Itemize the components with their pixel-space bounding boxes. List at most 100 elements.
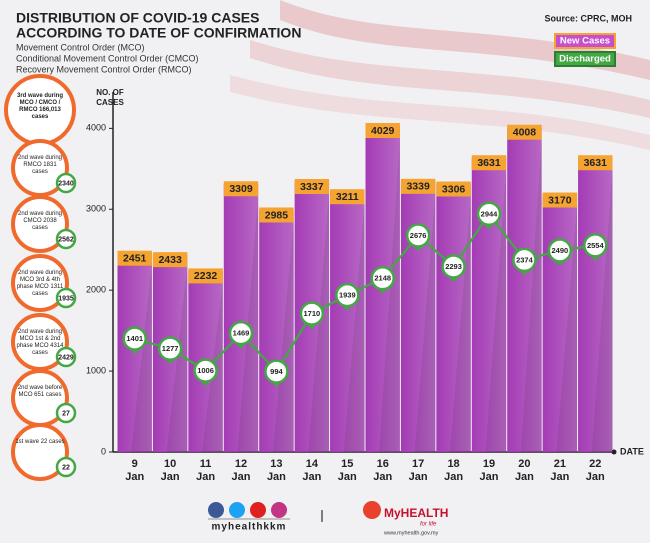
- value-label-box: [117, 250, 152, 266]
- bar: [507, 127, 542, 452]
- marker: [441, 254, 466, 279]
- facebook-icon[interactable]: [208, 502, 224, 518]
- value-label: 2451: [123, 252, 147, 264]
- value-label: 2433: [158, 254, 182, 266]
- legend-label: Discharged: [559, 54, 611, 65]
- wave-bubble: [11, 195, 69, 253]
- social-handle: myhealthkkm: [212, 522, 287, 533]
- bar-shadow: [556, 205, 578, 452]
- value-label: 2944: [481, 209, 499, 218]
- source: Source: CPRC, MOH: [544, 13, 632, 23]
- marker: [335, 282, 360, 308]
- y-tick-label: 3000: [86, 204, 106, 214]
- bar: [578, 158, 613, 452]
- wave-text: 2nd wave during RMCO 1831 cases: [17, 155, 63, 175]
- bar-shadow: [414, 191, 436, 452]
- x-tick-label: 16 Jan: [373, 458, 393, 483]
- twitter-icon[interactable]: [229, 502, 245, 518]
- logo-mark: [363, 501, 381, 519]
- annotation: Conditional Movement Control Order (CMCO…: [16, 53, 199, 63]
- youtube-icon[interactable]: [250, 502, 266, 518]
- bar: [223, 184, 259, 452]
- instagram-icon[interactable]: [271, 502, 287, 518]
- discharged-bubble: [55, 456, 77, 478]
- bar-shadow: [485, 168, 507, 452]
- x-tick-label: 21 Jan: [550, 458, 570, 483]
- marker: [512, 247, 537, 273]
- x-tick-label: 15 Jan: [337, 458, 357, 483]
- value-label: 1006: [197, 366, 214, 375]
- x-tick-label: 19 Jan: [479, 458, 499, 483]
- value-label: 2490: [552, 246, 569, 255]
- bar-shadow: [202, 281, 223, 452]
- value-label: 994: [270, 367, 283, 376]
- value-label: 4029: [371, 125, 395, 137]
- discharged-value: 27: [62, 410, 70, 417]
- bar-shadow: [343, 202, 365, 452]
- value-label-box: [294, 179, 330, 195]
- value-label: 2985: [265, 209, 289, 221]
- value-label-box: [188, 268, 223, 284]
- x-tick-label: 20 Jan: [514, 458, 534, 483]
- axis-end: [611, 449, 617, 455]
- value-label: 3339: [406, 181, 430, 193]
- bar-shadow: [379, 136, 400, 452]
- marker: [299, 301, 325, 326]
- wave-bubble: [11, 423, 69, 481]
- wave-text: 2nd wave before MCO 651 cases: [17, 385, 63, 398]
- value-label: 1939: [339, 291, 356, 300]
- y-tick-label: 1000: [86, 365, 106, 375]
- discharged-value: 1935: [58, 295, 74, 302]
- bar-shadow: [272, 220, 294, 452]
- logo-url: www.myhealth.gov.my: [383, 530, 439, 536]
- value-label: 2374: [516, 255, 534, 264]
- discharged-bubble: [55, 172, 77, 194]
- value-label: 2148: [374, 274, 391, 283]
- value-label: 3631: [584, 157, 608, 169]
- value-label-box: [507, 124, 542, 140]
- value-label: 3211: [336, 191, 359, 203]
- y-axis-title: NO. OF CASES: [96, 88, 124, 107]
- y-tick-label: 0: [101, 446, 106, 456]
- value-label-box: [471, 155, 507, 171]
- x-tick-label: 14 Jan: [302, 458, 322, 483]
- wave-text: 2nd wave during MCO 3rd & 4th phase MCO …: [16, 270, 64, 297]
- flag-stripe: [230, 75, 650, 150]
- value-label: 2554: [587, 241, 605, 250]
- bar-shadow: [131, 263, 152, 452]
- bar: [542, 195, 578, 452]
- value-label: 2232: [194, 270, 218, 282]
- value-label-box: [152, 252, 188, 268]
- marker: [122, 326, 147, 351]
- value-label-box: [330, 189, 365, 205]
- discharged-bubble: [55, 287, 77, 309]
- annotation: Movement Control Order (MCO): [16, 42, 145, 52]
- marker: [228, 320, 254, 346]
- value-label-box: [223, 181, 259, 197]
- x-tick-label: 13 Jan: [266, 458, 286, 483]
- wave-text: 1st wave 22 cases: [15, 439, 65, 445]
- value-label: 3337: [300, 181, 324, 193]
- bar: [330, 192, 365, 452]
- marker: [476, 201, 502, 227]
- bar-shadow: [450, 194, 471, 453]
- value-label: 4008: [513, 126, 537, 138]
- marker: [157, 336, 183, 361]
- x-tick-label: 9 Jan: [125, 458, 145, 483]
- value-label-box: [436, 181, 471, 197]
- title: ACCORDING TO DATE OF CONFIRMATION: [16, 25, 301, 41]
- annotation: Recovery Movement Control Order (RMCO): [16, 64, 192, 74]
- discharged-bubble: [55, 228, 77, 250]
- value-label: 1710: [304, 309, 321, 318]
- footer: [208, 501, 381, 522]
- x-tick-label: 10 Jan: [160, 458, 180, 483]
- x-axis-title: DATE: [620, 446, 644, 456]
- value-label-box: [400, 178, 436, 194]
- wave-text: 2nd wave during MCO 1st & 2nd phase MCO …: [16, 329, 64, 356]
- value-label: 3306: [442, 183, 466, 195]
- value-label: 1401: [126, 334, 143, 343]
- y-tick-label: 4000: [86, 123, 106, 133]
- title: DISTRIBUTION OF COVID-19 CASES: [16, 10, 259, 26]
- value-label: 3631: [477, 157, 501, 169]
